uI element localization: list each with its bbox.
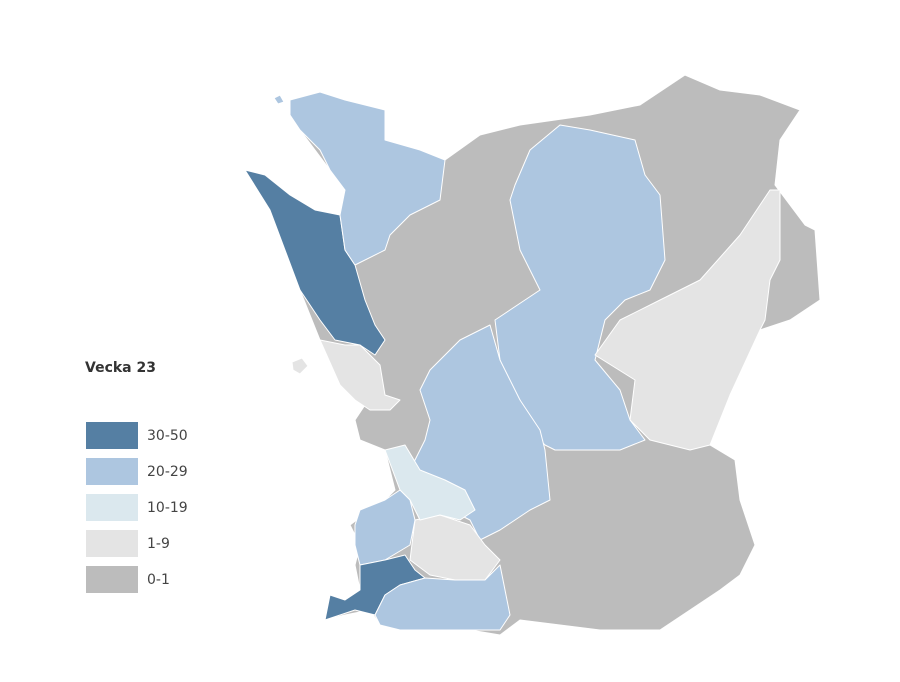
legend-label: 20-29 bbox=[147, 464, 188, 480]
legend: 30-50 20-29 10-19 1-9 0-1 bbox=[86, 422, 188, 593]
legend-label: 30-50 bbox=[147, 428, 188, 444]
legend-swatch bbox=[86, 458, 138, 485]
region bbox=[594, 189, 781, 451]
region bbox=[319, 339, 401, 411]
legend-swatch bbox=[86, 422, 138, 449]
region bbox=[291, 357, 309, 375]
region bbox=[273, 94, 285, 105]
legend-swatch bbox=[86, 494, 138, 521]
region bbox=[354, 489, 416, 566]
region bbox=[244, 169, 386, 356]
region bbox=[409, 514, 501, 581]
legend-label: 10-19 bbox=[147, 500, 188, 516]
region bbox=[374, 564, 511, 631]
legend-label: 0-1 bbox=[147, 572, 170, 588]
region bbox=[289, 91, 446, 266]
legend-label: 1-9 bbox=[147, 536, 170, 552]
legend-swatch bbox=[86, 530, 138, 557]
region bbox=[494, 124, 666, 451]
legend-title: Vecka 23 bbox=[85, 360, 156, 376]
legend-swatch bbox=[86, 566, 138, 593]
map bbox=[244, 74, 821, 636]
